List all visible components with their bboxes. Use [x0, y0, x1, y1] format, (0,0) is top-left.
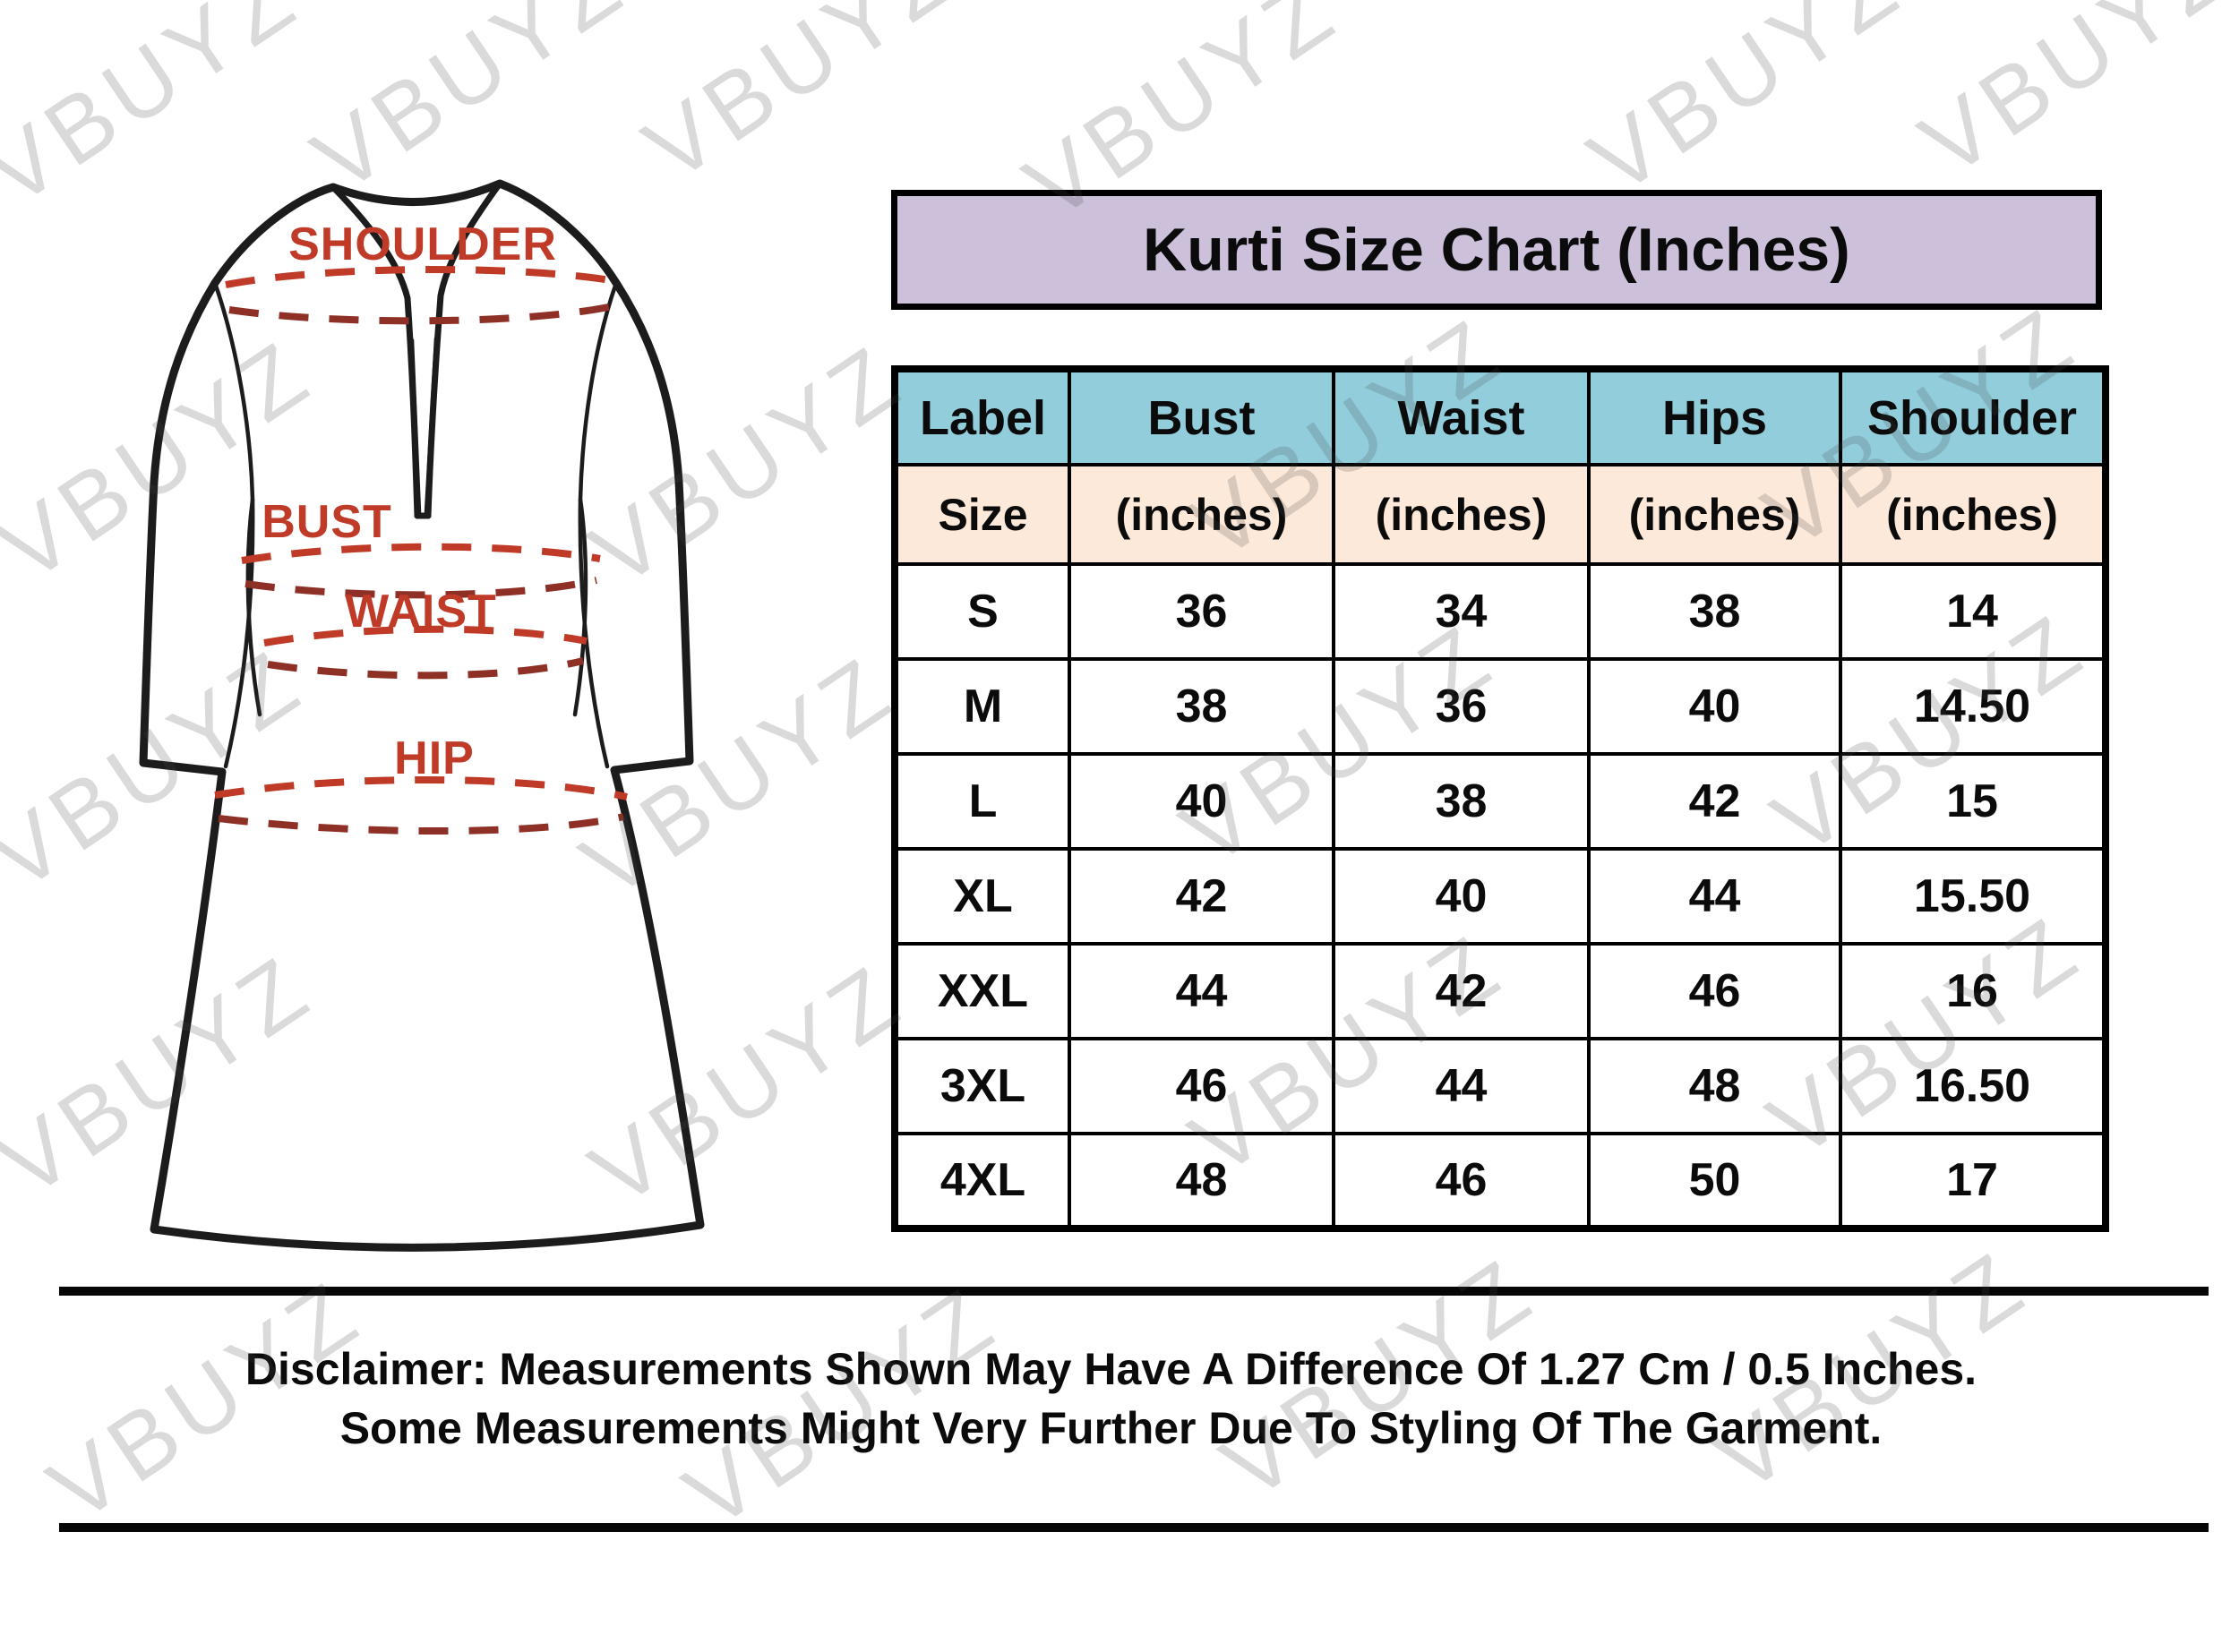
- size-label-cell: L: [893, 752, 1071, 851]
- size-label-cell: S: [893, 562, 1071, 661]
- subheader-cell-inches: (inches): [1068, 463, 1335, 566]
- chart-title: Kurti Size Chart (Inches): [891, 190, 2102, 310]
- subheader-cell-size: Size: [893, 463, 1071, 566]
- measurement-cell: 42: [1332, 942, 1591, 1040]
- bust-measure-line-lower: [245, 577, 597, 599]
- measurement-cell: 16: [1839, 942, 2107, 1040]
- table-row-xl: XL 42 40 44 15.50: [893, 847, 2107, 946]
- measurement-cell: 15: [1839, 752, 2107, 851]
- size-label-cell: 4XL: [893, 1132, 1071, 1230]
- table-row-3xl: 3XL 46 44 48 16.50: [893, 1037, 2107, 1135]
- table-row-l: L 40 38 42 15: [893, 752, 2107, 851]
- measurement-cell: 50: [1587, 1132, 1842, 1230]
- measurement-cell: 44: [1068, 942, 1335, 1040]
- disclaimer: Disclaimer: Measurements Shown May Have …: [0, 1340, 2222, 1458]
- table-row-m: M 38 36 40 14.50: [893, 657, 2107, 756]
- measurement-cell: 42: [1587, 752, 1842, 851]
- placket-inner-right-line: [424, 336, 439, 515]
- size-label-cell: M: [893, 657, 1071, 756]
- waist-measure-line-lower: [267, 657, 584, 680]
- header-cell-bust: Bust: [1068, 367, 1335, 466]
- waist-measure-line-upper: [263, 625, 588, 646]
- table-row-xxl: XXL 44 42 46 16: [893, 942, 2107, 1040]
- header-cell-hips: Hips: [1587, 367, 1842, 466]
- measurement-cell: 14.50: [1839, 657, 2107, 756]
- measurement-cell: 40: [1587, 657, 1842, 756]
- measurement-cell: 46: [1332, 1132, 1591, 1230]
- measurement-cell: 17: [1839, 1132, 2107, 1230]
- header-cell-label: Label: [893, 367, 1071, 466]
- measurement-cell: 36: [1068, 562, 1335, 661]
- watermark-text: VBUYZ: [1571, 0, 1921, 215]
- measurement-cell: 48: [1068, 1132, 1335, 1230]
- header-cell-shoulder: Shoulder: [1839, 367, 2107, 466]
- measurement-cell: 16.50: [1839, 1037, 2107, 1135]
- kurti-outline: [139, 179, 705, 1252]
- measurement-cell: 46: [1587, 942, 1842, 1040]
- table-row-4xl: 4XL 48 46 50 17: [893, 1132, 2107, 1230]
- measurement-cell: 40: [1332, 847, 1591, 946]
- divider-line-bottom: [59, 1523, 2209, 1532]
- measurement-cell: 38: [1587, 562, 1842, 661]
- measurement-cell: 14: [1839, 562, 2107, 661]
- measurement-cell: 36: [1332, 657, 1591, 756]
- hip-label: HIP: [394, 732, 475, 784]
- shoulder-label: SHOULDER: [288, 218, 557, 270]
- measurement-cell: 15.50: [1839, 847, 2107, 946]
- hip-measure-line-upper: [214, 776, 628, 800]
- measurement-cell: 38: [1332, 752, 1591, 851]
- measurement-cell: 42: [1068, 847, 1335, 946]
- subheader-cell-inches: (inches): [1587, 463, 1842, 566]
- measurement-cell: 38: [1068, 657, 1335, 756]
- measurement-cell: 34: [1332, 562, 1591, 661]
- left-body-seam: [245, 497, 262, 717]
- bust-label: BUST: [262, 496, 392, 548]
- placket-inner-left-line: [409, 338, 422, 515]
- disclaimer-line-2: Some Measurements Might Very Further Due…: [339, 1403, 1883, 1453]
- bust-measure-line-upper: [241, 543, 601, 564]
- size-table: Label Bust Waist Hips Shoulder Size (inc…: [891, 365, 2109, 1232]
- size-label-cell: XXL: [893, 942, 1071, 1040]
- measurement-cell: 48: [1587, 1037, 1842, 1135]
- table-subheader-row: Size (inches) (inches) (inches) (inches): [893, 463, 2107, 566]
- kurti-measurement-diagram: SHOULDER BUST WAIST HIP: [139, 179, 705, 1252]
- right-body-seam: [572, 497, 588, 717]
- header-cell-waist: Waist: [1332, 367, 1591, 466]
- watermark-text: VBUYZ: [1902, 0, 2222, 197]
- subheader-cell-inches: (inches): [1839, 463, 2107, 566]
- size-label-cell: 3XL: [893, 1037, 1071, 1135]
- subheader-cell-inches: (inches): [1332, 463, 1591, 566]
- size-label-cell: XL: [893, 847, 1071, 946]
- table-header-row: Label Bust Waist Hips Shoulder: [893, 367, 2107, 466]
- measurement-cell: 44: [1332, 1037, 1591, 1135]
- divider-line-top: [59, 1287, 2209, 1296]
- measurement-cell: 40: [1068, 752, 1335, 851]
- hip-measure-line-lower: [218, 813, 624, 835]
- shoulder-measure-line-lower: [228, 303, 613, 325]
- table-row-s: S 36 34 38 14: [893, 562, 2107, 661]
- disclaimer-line-1: Disclaimer: Measurements Shown May Have …: [245, 1344, 1977, 1394]
- measurement-cell: 46: [1068, 1037, 1335, 1135]
- measurement-cell: 44: [1587, 847, 1842, 946]
